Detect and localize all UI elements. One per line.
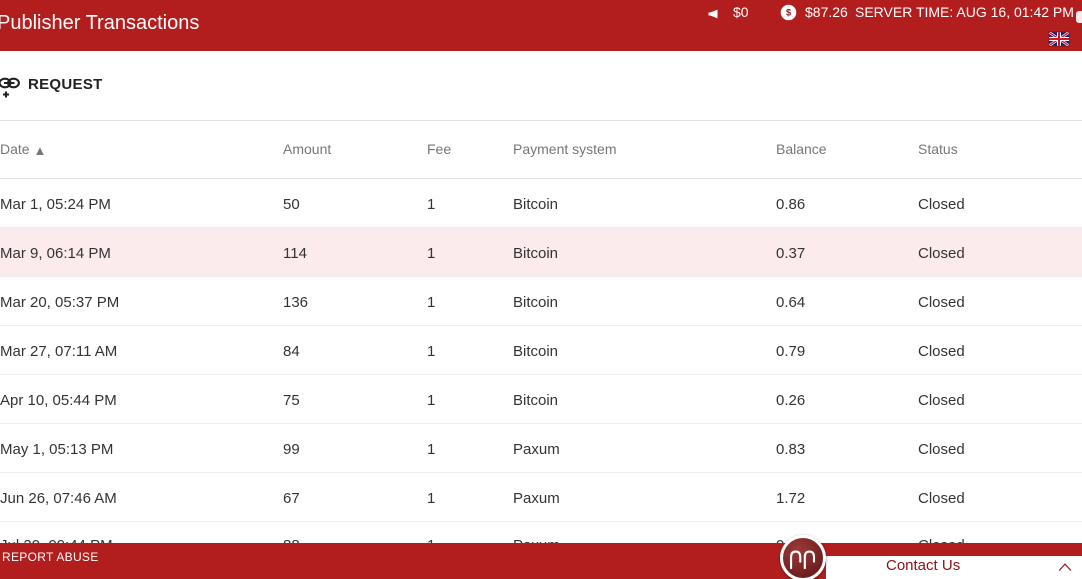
svg-text:$: $ xyxy=(786,8,791,18)
